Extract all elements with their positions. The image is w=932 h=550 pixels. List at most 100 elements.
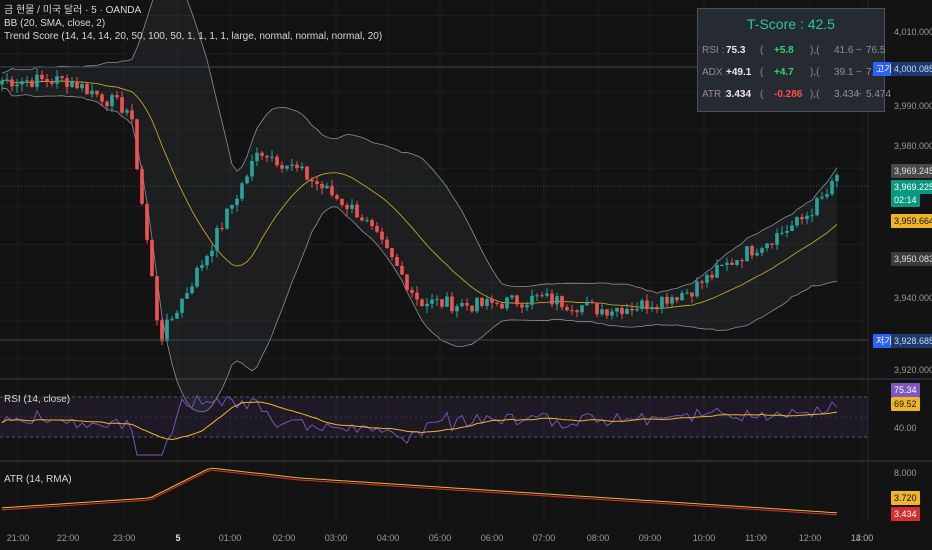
- score-high: 7.6: [866, 67, 880, 78]
- score-value: 3.434: [726, 89, 752, 100]
- candle-body: [705, 274, 709, 283]
- candle-body: [520, 304, 524, 308]
- candle-body: [690, 292, 694, 297]
- candle-body: [790, 225, 794, 231]
- candle-body: [745, 246, 749, 262]
- candle-body: [145, 203, 149, 240]
- candle-body: [830, 181, 834, 195]
- candle-body: [215, 227, 219, 251]
- candle-body: [540, 295, 544, 297]
- candle-body: [525, 304, 529, 308]
- candle-body: [695, 281, 699, 297]
- atr-level-tick: 8.000: [894, 468, 917, 478]
- candle-body: [740, 260, 744, 262]
- candle-body: [390, 247, 394, 257]
- candle-body: [5, 79, 9, 81]
- candle-body: [315, 181, 319, 184]
- score-name: ADX :: [702, 67, 729, 78]
- score-change: +5.8: [774, 45, 794, 56]
- atr-pane-label: ATR (14, RMA): [4, 474, 72, 485]
- candle-body: [515, 295, 519, 305]
- time-tick-label: 10:00: [693, 533, 716, 543]
- candle-body: [160, 320, 164, 342]
- time-tick-label: 07:00: [533, 533, 556, 543]
- candle-body: [490, 298, 494, 303]
- candle-body: [750, 246, 754, 256]
- candle-body: [235, 198, 239, 206]
- candle-body: [70, 81, 74, 87]
- candle-body: [225, 208, 229, 229]
- range-sep: ~: [856, 67, 862, 78]
- atr-line-2: [1, 469, 838, 516]
- candle-body: [230, 205, 234, 209]
- candle-body: [735, 260, 739, 265]
- candle-body: [410, 289, 414, 293]
- candle-body: [385, 239, 389, 248]
- candle-body: [640, 300, 644, 309]
- candle-body: [405, 274, 409, 290]
- rsi-ma-tag: 69.52: [891, 397, 920, 411]
- candle-body: [245, 176, 249, 184]
- trend-score-panel: T-Score : 42.5 RSI :75.3(+5.8),(41.6 ~76.…: [697, 8, 891, 112]
- candle-body: [305, 166, 309, 180]
- atr-value2-tag: 3.434: [891, 507, 920, 521]
- candle-body: [625, 308, 629, 314]
- candle-body: [670, 297, 674, 304]
- candle-body: [720, 264, 724, 266]
- high-label-tag: 고가: [873, 62, 896, 76]
- open-paren: (: [760, 67, 764, 78]
- candle-body: [45, 79, 49, 82]
- candle-body: [765, 243, 769, 249]
- candle-body: [120, 97, 124, 113]
- candle-body: [505, 297, 509, 309]
- candle-body: [190, 286, 194, 294]
- bb-band-fill: [2, 0, 837, 412]
- candle-body: [700, 281, 704, 283]
- candle-body: [630, 308, 634, 311]
- candle-body: [730, 262, 734, 265]
- candle-body: [85, 83, 89, 95]
- candle-body: [560, 296, 564, 308]
- candle-body: [510, 295, 514, 298]
- candle-body: [715, 265, 719, 278]
- candle-body: [0, 80, 4, 85]
- candle-body: [275, 156, 279, 166]
- candle-body: [100, 94, 104, 102]
- candle-body: [110, 95, 114, 107]
- score-name: RSI :: [702, 45, 725, 56]
- candle-body: [800, 217, 804, 220]
- candle-body: [435, 299, 439, 301]
- candle-body: [380, 231, 384, 240]
- low-value-tag: 3,928.685: [891, 334, 932, 348]
- candle-body: [340, 198, 344, 205]
- last-price-tag: 3,969.245: [891, 164, 932, 178]
- time-tick-label: 14:00: [851, 533, 874, 543]
- time-tick-label: 08:00: [587, 533, 610, 543]
- candle-body: [470, 305, 474, 312]
- candle-body: [185, 293, 189, 299]
- price-tick: 3,940.000: [894, 293, 932, 303]
- candle-body: [425, 303, 429, 307]
- bb-legend: BB (20, SMA, close, 2): [4, 18, 106, 29]
- candle-body: [610, 311, 614, 316]
- candle-body: [50, 81, 54, 84]
- candle-body: [280, 165, 284, 169]
- candle-body: [685, 292, 689, 294]
- price-tick: 3,980.000: [894, 141, 932, 151]
- candle-body: [440, 299, 444, 307]
- candle-body: [615, 307, 619, 312]
- candle-body: [40, 74, 44, 80]
- time-tick-label: 02:00: [273, 533, 296, 543]
- candle-body: [150, 239, 154, 277]
- candle-body: [755, 252, 759, 256]
- candle-body: [115, 95, 119, 98]
- candle-body: [30, 80, 34, 87]
- candle-body: [710, 274, 714, 278]
- candle-body: [580, 305, 584, 313]
- rsi-level-tick: 40.00: [894, 423, 917, 433]
- candle-body: [80, 83, 84, 89]
- candle-body: [65, 78, 69, 87]
- candle-body: [445, 296, 449, 307]
- candle-body: [655, 306, 659, 308]
